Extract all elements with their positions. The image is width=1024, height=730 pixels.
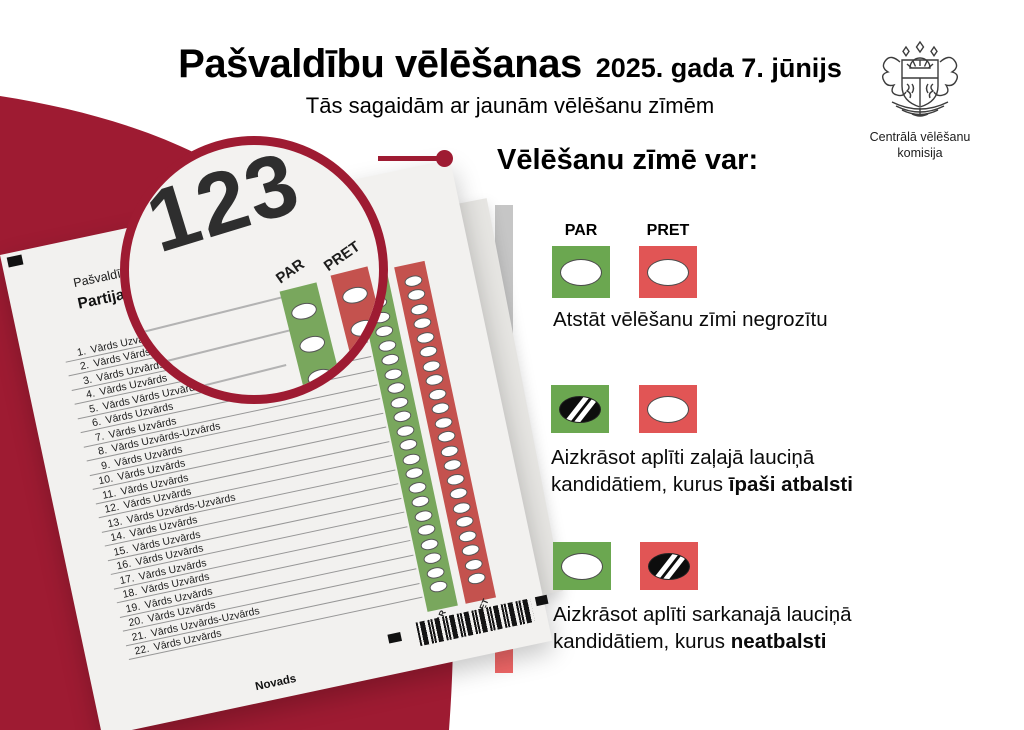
- header: Pašvaldību vēlēšanas 2025. gada 7. jūnij…: [60, 42, 960, 87]
- magnifier-circle: 123 PAR PRET: [120, 136, 388, 404]
- vote-oval: [460, 543, 481, 558]
- page-title: Pašvaldību vēlēšanas: [178, 42, 582, 86]
- vote-oval: [405, 287, 426, 303]
- vote-oval: [289, 300, 319, 323]
- vote-oval: [428, 579, 449, 595]
- empty-oval-icon: [560, 258, 602, 286]
- empty-oval-icon: [647, 395, 689, 423]
- vote-oval: [404, 466, 424, 481]
- vote-oval: [297, 333, 327, 356]
- page-subtitle: Tās sagaidām ar jaunām vēlēšanu zīmēm: [305, 93, 715, 118]
- vote-oval: [379, 352, 400, 368]
- vote-oval: [439, 443, 460, 459]
- option3-green-box: [553, 542, 611, 590]
- option1-text: Atstāt vēlēšanu zīmi negrozītu: [553, 308, 828, 331]
- option2-green-box: [551, 385, 609, 433]
- option2-text-bold: īpaši atbalsti: [728, 473, 853, 496]
- registration-mark: [6, 254, 24, 268]
- vote-oval: [388, 395, 409, 410]
- vote-oval: [402, 273, 423, 289]
- candidate-number: 22.: [133, 642, 151, 658]
- vote-oval: [425, 565, 446, 580]
- empty-oval-icon: [561, 552, 603, 580]
- scribbled-oval-icon: [559, 395, 601, 423]
- option1-pret-label: PRET: [646, 222, 690, 239]
- scribbled-oval-icon: [648, 552, 690, 580]
- magnified-par-label: PAR: [272, 255, 308, 288]
- option3-text-line1: Aizkrāsot aplīti sarkanajā lauciņā: [553, 603, 852, 626]
- option3-text-line2: kandidātiem, kurus neatbalsti: [553, 630, 827, 653]
- cvk-logo: Centrālā vēlēšanu komisija: [845, 38, 995, 161]
- registration-mark: [387, 632, 403, 644]
- vote-oval: [463, 557, 484, 572]
- vote-oval: [433, 415, 454, 431]
- options-heading: Vēlēšanu zīmē var:: [497, 144, 759, 176]
- vote-oval: [409, 302, 429, 317]
- option1-par-label: PAR: [564, 222, 598, 239]
- option3-text-bold: neatbalsti: [730, 630, 827, 653]
- ballot-party-name: Partija: [76, 286, 127, 313]
- vote-oval: [422, 551, 443, 566]
- vote-oval: [382, 366, 403, 382]
- vote-oval: [424, 372, 444, 388]
- vote-oval: [391, 409, 412, 424]
- option3-red-box: [640, 542, 698, 590]
- option3-text: Aizkrāsot aplīti sarkanajā lauciņā kandi…: [553, 601, 852, 655]
- vote-oval: [457, 529, 478, 544]
- option2-text: Aizkrāsot aplīti zaļajā lauciņā kandidāt…: [551, 444, 853, 498]
- vote-oval: [436, 429, 457, 445]
- vote-oval: [348, 317, 378, 340]
- vote-oval: [415, 330, 435, 345]
- vote-oval: [394, 423, 415, 439]
- callout-dot: [436, 150, 453, 167]
- option2-red-box: [639, 385, 697, 433]
- vote-oval: [451, 500, 472, 516]
- option1-red-box: [639, 246, 697, 298]
- vote-oval: [413, 508, 433, 524]
- vote-oval: [445, 472, 466, 487]
- logo-caption-line1: Centrālā vēlēšanu: [869, 130, 971, 144]
- vote-oval: [448, 486, 469, 501]
- vote-oval: [430, 401, 451, 416]
- vote-oval: [419, 537, 439, 552]
- vote-oval: [397, 437, 418, 453]
- vote-oval: [454, 514, 475, 530]
- callout-line: [378, 156, 444, 161]
- vote-oval: [401, 452, 421, 467]
- vote-oval: [376, 338, 397, 354]
- vote-oval: [305, 366, 336, 389]
- page-title-date: 2025. gada 7. jūnijs: [595, 53, 842, 83]
- vote-oval: [340, 284, 370, 307]
- logo-caption-line2: komisija: [897, 145, 943, 160]
- option2-text-line1: Aizkrāsot aplīti zaļajā lauciņā: [551, 446, 815, 469]
- vote-oval: [385, 381, 406, 396]
- coat-of-arms-icon: [881, 40, 959, 117]
- vote-oval: [412, 316, 432, 331]
- vote-oval: [466, 571, 487, 587]
- vote-oval: [421, 358, 441, 374]
- empty-oval-icon: [647, 258, 689, 286]
- vote-oval: [416, 522, 436, 538]
- vote-oval: [427, 387, 447, 402]
- ballot-municipality-label: Novads: [254, 672, 298, 694]
- vote-oval: [418, 344, 438, 360]
- option2-text-line2: kandidātiem, kurus īpaši atbalsti: [551, 473, 853, 496]
- option1-green-box: [552, 246, 610, 298]
- vote-oval: [442, 458, 463, 473]
- vote-oval: [407, 480, 427, 495]
- vote-oval: [410, 494, 430, 510]
